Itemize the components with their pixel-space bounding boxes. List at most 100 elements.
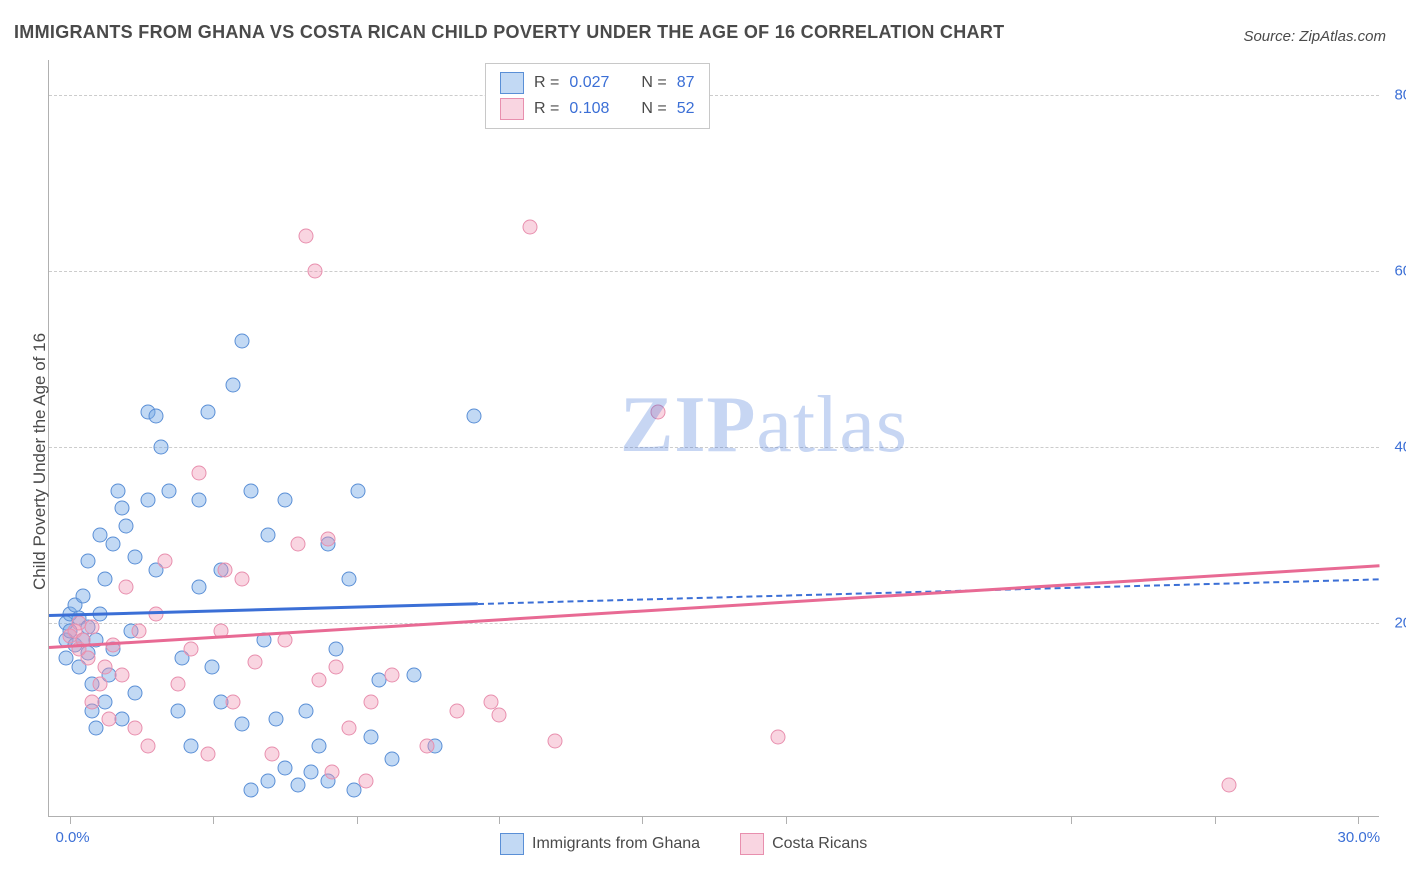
data-point [200, 747, 215, 762]
legend-r-value: 0.108 [569, 100, 609, 118]
x-tick-mark [1215, 816, 1216, 824]
data-point [466, 409, 481, 424]
data-point [260, 773, 275, 788]
data-point [419, 738, 434, 753]
data-point [277, 492, 292, 507]
y-tick-label: 80.0% [1394, 87, 1406, 104]
data-point [97, 571, 112, 586]
correlation-legend: R =0.027N =87R =0.108N =52 [485, 63, 710, 129]
data-point [110, 483, 125, 498]
data-point [170, 703, 185, 718]
data-point [192, 492, 207, 507]
data-point [260, 527, 275, 542]
legend-n-value: 87 [677, 74, 695, 92]
data-point [325, 765, 340, 780]
data-point [277, 760, 292, 775]
data-point [359, 773, 374, 788]
data-point [205, 659, 220, 674]
y-tick-label: 60.0% [1394, 262, 1406, 279]
data-point [114, 668, 129, 683]
data-point [290, 536, 305, 551]
y-tick-label: 20.0% [1394, 614, 1406, 631]
series-legend: Immigrants from Ghana Costa Ricans [500, 833, 867, 855]
data-point [132, 624, 147, 639]
data-point [157, 554, 172, 569]
x-tick-mark [499, 816, 500, 824]
data-point [312, 672, 327, 687]
data-point [235, 716, 250, 731]
trend-line [49, 603, 478, 618]
data-point [492, 707, 507, 722]
data-point [235, 571, 250, 586]
legend-corr-row: R =0.108N =52 [500, 96, 695, 122]
data-point [192, 580, 207, 595]
data-point [265, 747, 280, 762]
data-point [192, 466, 207, 481]
legend-corr-row: R =0.027N =87 [500, 70, 695, 96]
data-point [385, 751, 400, 766]
y-tick-label: 40.0% [1394, 438, 1406, 455]
plot-area: 20.0%40.0%60.0%80.0%0.0%30.0% [48, 60, 1379, 817]
legend-n-label: N = [641, 74, 666, 92]
legend-r-label: R = [534, 74, 559, 92]
x-tick-label-right: 30.0% [1338, 829, 1381, 846]
data-point [1221, 778, 1236, 793]
data-point [127, 685, 142, 700]
data-point [119, 518, 134, 533]
data-point [243, 483, 258, 498]
legend-n-value: 52 [677, 100, 695, 118]
gridline [49, 623, 1379, 624]
x-tick-mark [642, 816, 643, 824]
x-tick-mark [786, 816, 787, 824]
gridline [49, 447, 1379, 448]
data-point [548, 734, 563, 749]
data-point [114, 501, 129, 516]
data-point [363, 694, 378, 709]
data-point [140, 738, 155, 753]
data-point [140, 492, 155, 507]
data-point [406, 668, 421, 683]
data-point [385, 668, 400, 683]
data-point [651, 404, 666, 419]
data-point [363, 729, 378, 744]
data-point [80, 554, 95, 569]
data-point [102, 712, 117, 727]
data-point [449, 703, 464, 718]
data-point [183, 641, 198, 656]
data-point [299, 228, 314, 243]
chart-title: IMMIGRANTS FROM GHANA VS COSTA RICAN CHI… [14, 22, 1004, 43]
data-point [97, 694, 112, 709]
y-axis-label: Child Poverty Under the Age of 16 [30, 333, 50, 590]
legend-n-label: N = [641, 100, 666, 118]
data-point [308, 263, 323, 278]
legend-swatch [740, 833, 764, 855]
data-point [84, 694, 99, 709]
data-point [342, 721, 357, 736]
x-tick-mark [213, 816, 214, 824]
legend-series-item: Costa Ricans [740, 833, 867, 855]
data-point [346, 782, 361, 797]
legend-series-label: Immigrants from Ghana [532, 835, 700, 852]
data-point [312, 738, 327, 753]
legend-series-label: Costa Ricans [772, 835, 867, 852]
legend-swatch [500, 98, 524, 120]
legend-series-item: Immigrants from Ghana [500, 833, 700, 855]
data-point [89, 721, 104, 736]
x-tick-mark [357, 816, 358, 824]
data-point [269, 712, 284, 727]
data-point [106, 536, 121, 551]
data-point [303, 765, 318, 780]
data-point [226, 694, 241, 709]
gridline [49, 95, 1379, 96]
data-point [235, 334, 250, 349]
data-point [162, 483, 177, 498]
data-point [522, 220, 537, 235]
data-point [149, 409, 164, 424]
gridline [49, 271, 1379, 272]
data-point [329, 641, 344, 656]
data-point [127, 721, 142, 736]
data-point [84, 620, 99, 635]
data-point [93, 677, 108, 692]
source-attribution: Source: ZipAtlas.com [1243, 28, 1386, 45]
data-point [771, 729, 786, 744]
